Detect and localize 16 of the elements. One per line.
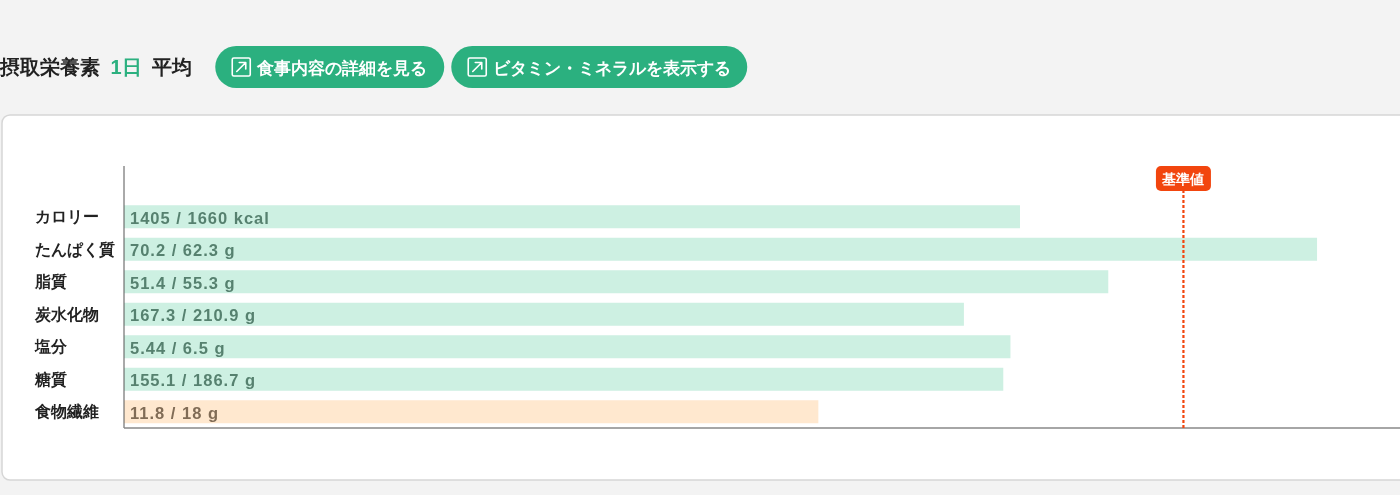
- bar-note: 167.3 / 210.9 g: [130, 306, 256, 325]
- bar-note: 70.2 / 62.3 g: [130, 241, 236, 260]
- category-label: カロリー: [35, 208, 99, 226]
- bar-note: 51.4 / 55.3 g: [130, 273, 236, 292]
- category-label: 脂質: [35, 273, 67, 291]
- category-label: たんぱく質: [35, 240, 115, 258]
- bar-note: 1405 / 1660 kcal: [130, 208, 270, 227]
- title: 摂取栄養素 1日 平均: [0, 56, 193, 78]
- bar-note: 5.44 / 6.5 g: [130, 338, 226, 357]
- category-label: 塩分: [35, 338, 67, 356]
- ref-label: 基準値: [1162, 171, 1205, 187]
- category-label: 食物繊維: [35, 403, 99, 421]
- category-label: 糖質: [35, 370, 67, 388]
- category-label: 炭水化物: [35, 305, 99, 323]
- bar-note: 11.8 / 18 g: [130, 403, 219, 422]
- bar-note: 155.1 / 186.7 g: [130, 371, 256, 390]
